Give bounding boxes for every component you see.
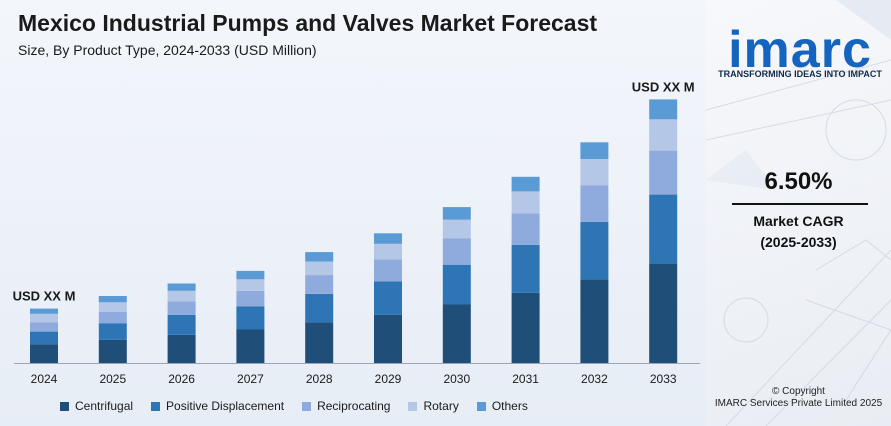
bar-2033-others: [649, 99, 678, 120]
legend-label: Rotary: [423, 399, 459, 413]
bar-2024-rotary: [30, 313, 58, 323]
bar-2027-reciprocating: [236, 290, 265, 307]
bar-2032-centrifugal: [580, 279, 609, 363]
x-tick-label-2029: 2029: [375, 372, 402, 386]
bar-2033-centrifugal: [649, 263, 678, 363]
bar-2024-centrifugal: [30, 344, 58, 363]
legend-item-positive-displacement: Positive Displacement: [151, 399, 284, 413]
bar-2027-positive-displacement: [236, 306, 265, 330]
bar-2025-positive-displacement: [98, 323, 127, 340]
x-tick-label-2030: 2030: [443, 372, 470, 386]
bar-2032-others: [580, 142, 609, 159]
stacked-bar-chart: 2024 2025 2026 2027 2028 2029 2030 2031 2032 2033…: [13, 79, 700, 386]
bar-2024-reciprocating: [30, 322, 58, 332]
decorative-background: [706, 0, 891, 426]
bar-2028-reciprocating: [305, 275, 334, 294]
bar-2032-positive-displacement: [580, 221, 609, 280]
legend-label: Reciprocating: [317, 399, 391, 413]
legend-item-others: Others: [476, 399, 528, 413]
legend-swatch: [302, 401, 312, 411]
x-tick-label-2033: 2033: [650, 372, 677, 386]
imarc-logo: imarc: [728, 21, 872, 79]
bar-2025-rotary: [98, 302, 127, 312]
legend-label: Others: [491, 399, 528, 413]
bar-2033-positive-displacement: [649, 194, 678, 264]
bar-2030-reciprocating: [442, 238, 471, 265]
bar-2030-others: [442, 207, 471, 220]
bar-2028-others: [305, 252, 334, 262]
bar-2029-reciprocating: [374, 259, 402, 282]
bar-2028-positive-displacement: [305, 294, 334, 323]
x-tick-label-2027: 2027: [237, 372, 264, 386]
chart-title: Mexico Industrial Pumps and Valves Marke…: [18, 10, 598, 36]
data-label-2024: USD XX M: [13, 289, 76, 304]
bar-2024-positive-displacement: [30, 331, 58, 345]
bar-2025-others: [98, 296, 127, 303]
data-label-2033: USD XX M: [632, 79, 695, 94]
x-tick-label-2028: 2028: [306, 372, 333, 386]
copyright-line-1: © Copyright: [772, 386, 825, 397]
bar-2029-centrifugal: [374, 314, 402, 363]
legend-swatch: [408, 401, 418, 411]
x-tick-label-2025: 2025: [99, 372, 126, 386]
bar-2030-centrifugal: [442, 304, 471, 363]
x-tick-label-2032: 2032: [581, 372, 608, 386]
bar-2029-others: [374, 233, 402, 244]
legend-swatch: [60, 401, 69, 411]
bar-2027-rotary: [236, 279, 265, 291]
side-panel: imarc TRANSFORMING IDEAS INTO IMPACT 6.5…: [706, 0, 891, 426]
legend-swatch: [476, 401, 486, 411]
legend-swatch: [151, 401, 161, 411]
cagr-label: Market CAGR: [753, 213, 844, 229]
legend-item-centrifugal: Centrifugal: [60, 399, 133, 413]
cagr-divider: [732, 203, 868, 205]
logo-tagline: TRANSFORMING IDEAS INTO IMPACT: [718, 69, 882, 79]
bar-2026-rotary: [167, 290, 196, 302]
bar-2031-rotary: [511, 191, 540, 214]
bar-2027-centrifugal: [236, 329, 265, 363]
bar-2026-centrifugal: [167, 334, 196, 363]
legend-item-rotary: Rotary: [408, 399, 459, 413]
bar-2024-others: [30, 308, 58, 314]
bar-2026-reciprocating: [167, 301, 196, 315]
bar-2026-others: [167, 283, 196, 291]
bar-2031-positive-displacement: [511, 244, 540, 293]
legend-item-reciprocating: Reciprocating: [302, 399, 390, 413]
bar-2030-positive-displacement: [442, 264, 471, 305]
bar-2028-centrifugal: [305, 322, 334, 363]
bar-2029-positive-displacement: [374, 281, 402, 315]
chart-legend: Centrifugal Positive Displacement Reciproc…: [60, 398, 546, 414]
bar-2032-reciprocating: [580, 185, 609, 222]
legend-label: Positive Displacement: [166, 399, 285, 413]
bar-2032-rotary: [580, 159, 609, 186]
bar-2026-positive-displacement: [167, 314, 196, 335]
bar-2030-rotary: [442, 219, 471, 239]
chart-subtitle: Size, By Product Type, 2024-2033 (USD Mi…: [18, 42, 317, 58]
x-tick-label-2031: 2031: [512, 372, 539, 386]
x-tick-label-2024: 2024: [31, 372, 58, 386]
bar-2033-reciprocating: [649, 150, 678, 195]
x-tick-label-2026: 2026: [168, 372, 195, 386]
bar-2025-centrifugal: [98, 340, 127, 363]
bar-2025-reciprocating: [98, 311, 127, 324]
legend-label: Centrifugal: [75, 399, 134, 413]
bar-2027-others: [236, 270, 265, 280]
bar-2031-reciprocating: [511, 213, 540, 245]
copyright-line-2: IMARC Services Private Limited 2025: [714, 398, 883, 409]
bar-2033-rotary: [649, 119, 678, 151]
bar-2028-rotary: [305, 261, 334, 276]
chart-panel: Mexico Industrial Pumps and Valves Marke…: [0, 0, 706, 426]
bar-2031-others: [511, 176, 540, 192]
copyright: © Copyright IMARC Services Private Limit…: [706, 386, 891, 410]
bar-2029-rotary: [374, 243, 402, 260]
bar-2031-centrifugal: [511, 292, 540, 363]
cagr-value: 6.50%: [764, 168, 833, 195]
cagr-period: (2025-2033): [760, 234, 837, 250]
